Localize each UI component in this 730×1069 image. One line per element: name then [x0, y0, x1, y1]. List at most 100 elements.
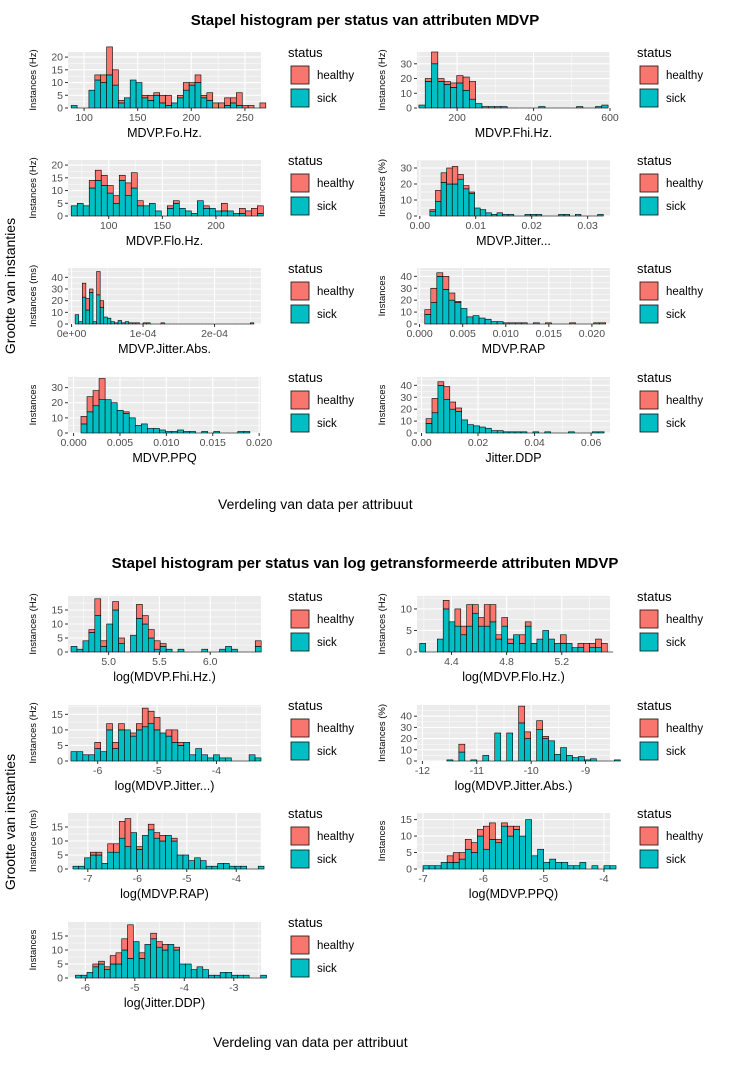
y-tick-label: 15 [51, 64, 63, 76]
bar-healthy [437, 381, 445, 386]
bar-healthy [166, 205, 174, 209]
bar-sick [146, 322, 151, 325]
legend: status healthy sick [637, 589, 703, 652]
legend-swatch-sick [639, 741, 659, 761]
bar-sick [443, 399, 451, 434]
bar-healthy [98, 960, 105, 965]
bar-sick [72, 865, 80, 870]
y-tick-label: 0 [57, 428, 63, 440]
legend: status healthy sick [288, 153, 354, 216]
x-tick-label: -5 [130, 982, 139, 994]
bar-sick [144, 944, 151, 979]
bar-sick [542, 630, 549, 653]
legend: status healthy sick [288, 45, 354, 108]
bar-healthy [518, 705, 525, 724]
y-tick-label: 40 [400, 380, 412, 392]
bar-healthy [138, 952, 146, 959]
x-axis-title: MDVP.Flo.Hz. [126, 234, 204, 248]
bar-healthy [239, 208, 246, 214]
bar-healthy [454, 608, 462, 627]
bar-healthy [456, 75, 464, 84]
bar-healthy [424, 309, 432, 315]
bar-sick [159, 840, 166, 870]
bar-sick [191, 213, 198, 217]
bar-sick [260, 974, 267, 979]
bar-sick [178, 208, 186, 217]
x-tick-label: 250 [236, 112, 254, 124]
y-tick-label: 0 [57, 864, 63, 876]
bar-sick [217, 863, 224, 870]
y-tick-label: 30 [400, 392, 412, 404]
bar-sick [491, 214, 498, 217]
legend-title: status [288, 698, 323, 713]
x-tick-label: -7 [83, 873, 92, 885]
y-axis-title: Instances (%) [377, 159, 388, 217]
bar-sick [134, 425, 142, 434]
bar-healthy [124, 818, 132, 847]
x-tick-label: -6 [81, 982, 90, 994]
bar-sick [558, 214, 565, 217]
x-axis-title: MDVP.Fhi.Hz. [475, 126, 553, 140]
bar-sick [446, 183, 453, 217]
bar-sick [136, 205, 144, 217]
legend: status healthy sick [288, 589, 354, 652]
bar-sick [463, 188, 470, 217]
y-axis-title: Instances [377, 275, 388, 316]
histogram-panel-10: 0 5 10 4.4 4.8 5.2 log(MDVP.Flo.Hz.) Instances … [377, 589, 703, 684]
legend-swatch-sick [639, 196, 659, 216]
y-axis-title: Instances [377, 384, 388, 425]
y-axis-title: Instances (ms) [28, 265, 39, 327]
x-axis-title: MDVP.Jitter.Abs. [118, 342, 211, 356]
y-tick-label: 5 [57, 633, 63, 645]
bar-sick [80, 423, 88, 434]
bar-sick [565, 643, 573, 653]
x-tick-label: 0.010 [153, 437, 179, 449]
bar-sick [429, 210, 436, 217]
legend: status healthy sick [637, 45, 703, 108]
x-tick-label: -4 [599, 873, 608, 885]
y-axis-title: Instances (Hz) [28, 49, 39, 110]
bar-healthy [124, 182, 132, 196]
figure2-x-axis-label: Verdeling van data per attribuut [213, 1034, 408, 1050]
legend: status healthy sick [288, 370, 354, 433]
y-tick-label: 30 [51, 284, 63, 296]
bar-healthy [141, 94, 149, 99]
y-axis-title: Instances (%) [377, 704, 388, 762]
bar-sick [249, 322, 255, 325]
bar-sick [133, 941, 140, 979]
legend-title: status [288, 153, 323, 168]
bar-sick [177, 745, 185, 762]
bar-sick [548, 740, 555, 762]
bar-healthy [130, 732, 137, 737]
bar-sick [482, 755, 490, 762]
bar-healthy [577, 643, 585, 648]
bar-sick [456, 82, 464, 109]
bar-healthy [247, 105, 255, 109]
bar-sick [460, 308, 468, 325]
bar-sick [100, 82, 107, 109]
bar-healthy [99, 300, 105, 308]
legend-swatch-healthy [639, 609, 659, 629]
y-tick-label: 5 [57, 198, 63, 210]
bar-sick [500, 106, 508, 109]
bar-healthy [458, 743, 466, 753]
bar-healthy [136, 846, 143, 850]
bar-sick [560, 747, 567, 762]
bar-sick [109, 963, 117, 979]
x-tick-label: 5.2 [554, 656, 569, 668]
bar-sick [70, 205, 78, 217]
bar-sick [82, 754, 90, 762]
y-tick-label: 5 [57, 850, 63, 862]
legend-title: status [637, 806, 672, 821]
bar-sick [458, 858, 466, 870]
bar-sick [524, 214, 531, 217]
bar-sick [569, 322, 576, 325]
bar-sick [177, 97, 184, 109]
bar-sick [531, 855, 538, 870]
bar-sick [94, 180, 102, 217]
bar-sick [464, 848, 472, 870]
legend: status healthy sick [637, 698, 703, 761]
bar-healthy [507, 825, 514, 837]
y-tick-label: 30 [400, 283, 412, 295]
